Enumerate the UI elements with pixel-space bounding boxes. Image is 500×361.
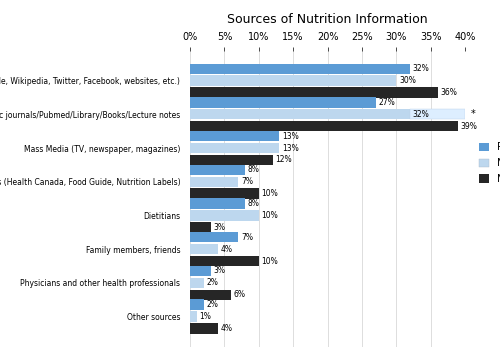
Bar [190, 97, 376, 108]
Bar [190, 64, 410, 74]
Bar [190, 244, 218, 254]
Text: 2%: 2% [206, 278, 218, 287]
Text: 1%: 1% [200, 312, 211, 321]
Bar [190, 188, 259, 199]
Bar [190, 256, 259, 266]
Text: 4%: 4% [220, 324, 232, 333]
Text: 36%: 36% [440, 88, 457, 97]
Text: 4%: 4% [220, 245, 232, 253]
Bar [190, 323, 218, 334]
Text: 32%: 32% [413, 110, 430, 119]
Text: 27%: 27% [378, 98, 395, 107]
Text: 8%: 8% [248, 165, 260, 174]
Bar [190, 87, 438, 98]
Bar [190, 210, 259, 221]
Bar [190, 143, 280, 153]
Bar [190, 109, 410, 119]
Bar [190, 75, 396, 86]
Text: *: * [470, 109, 475, 119]
Bar [190, 155, 272, 165]
Text: 13%: 13% [282, 131, 299, 140]
Bar [190, 266, 210, 276]
Bar [190, 290, 231, 300]
Bar [190, 177, 238, 187]
Text: 7%: 7% [241, 233, 253, 242]
Bar [190, 278, 204, 288]
Bar [190, 222, 210, 232]
Bar [190, 311, 197, 322]
Legend: Pooled, Nutrition-major, Nutrition-elective: Pooled, Nutrition-major, Nutrition-elect… [476, 138, 500, 188]
Text: 3%: 3% [214, 266, 226, 275]
Text: 10%: 10% [262, 257, 278, 266]
Text: 10%: 10% [262, 189, 278, 198]
Bar [190, 121, 458, 131]
Text: 32%: 32% [413, 64, 430, 73]
Text: 6%: 6% [234, 290, 246, 299]
Bar [410, 109, 465, 119]
Bar [190, 198, 245, 209]
Bar [190, 232, 238, 242]
Bar [190, 165, 245, 175]
Text: 10%: 10% [262, 211, 278, 220]
Text: 2%: 2% [206, 300, 218, 309]
Bar [190, 131, 280, 141]
Text: 3%: 3% [214, 223, 226, 232]
Text: 39%: 39% [461, 122, 478, 131]
Text: 12%: 12% [275, 156, 292, 164]
Text: 30%: 30% [399, 76, 416, 85]
Text: 8%: 8% [248, 199, 260, 208]
Bar [190, 299, 204, 310]
Text: 13%: 13% [282, 144, 299, 152]
Title: Sources of Nutrition Information: Sources of Nutrition Information [227, 13, 428, 26]
Text: 7%: 7% [241, 177, 253, 186]
